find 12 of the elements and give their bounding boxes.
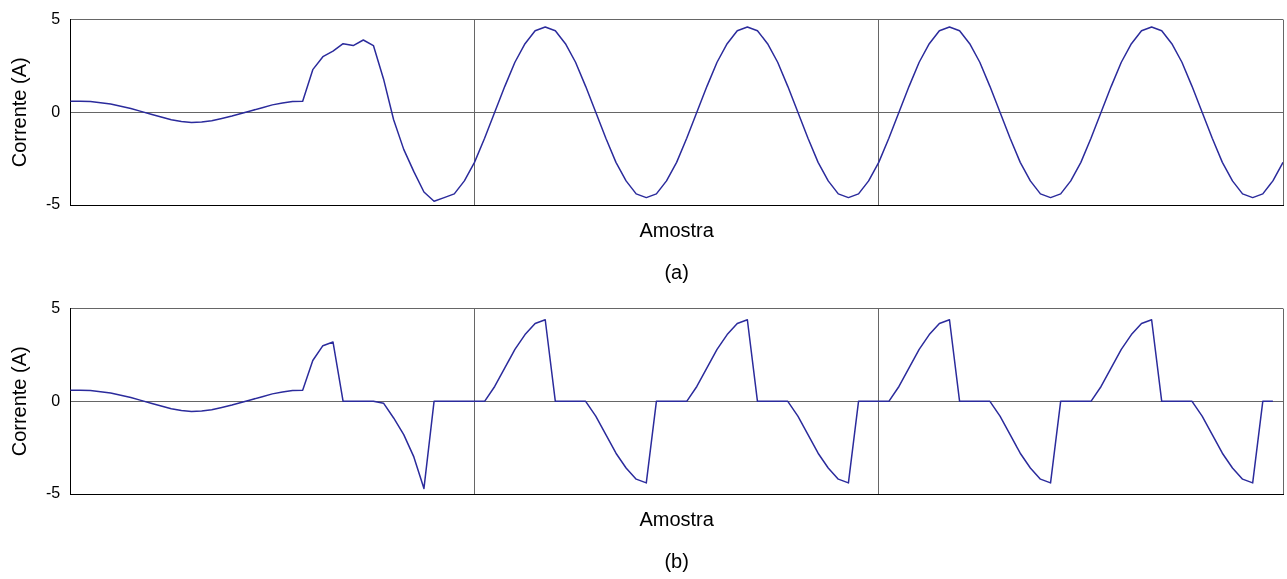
y-tick-label: 5: [51, 299, 61, 317]
y-tick-label: 0: [51, 391, 61, 409]
y-tick-label: 5: [51, 10, 61, 28]
y-axis-title: Corrente (A): [7, 57, 30, 168]
x-axis-title: Amostra: [639, 507, 715, 530]
y-tick-label: 0: [51, 102, 61, 120]
y-axis-title: Corrente (A): [7, 346, 30, 457]
y-tick-label: -5: [45, 195, 61, 213]
text: (b): [664, 550, 689, 572]
text: (a): [664, 261, 689, 283]
x-axis-title: Amostra: [639, 218, 715, 241]
y-tick-label: -5: [45, 484, 61, 502]
